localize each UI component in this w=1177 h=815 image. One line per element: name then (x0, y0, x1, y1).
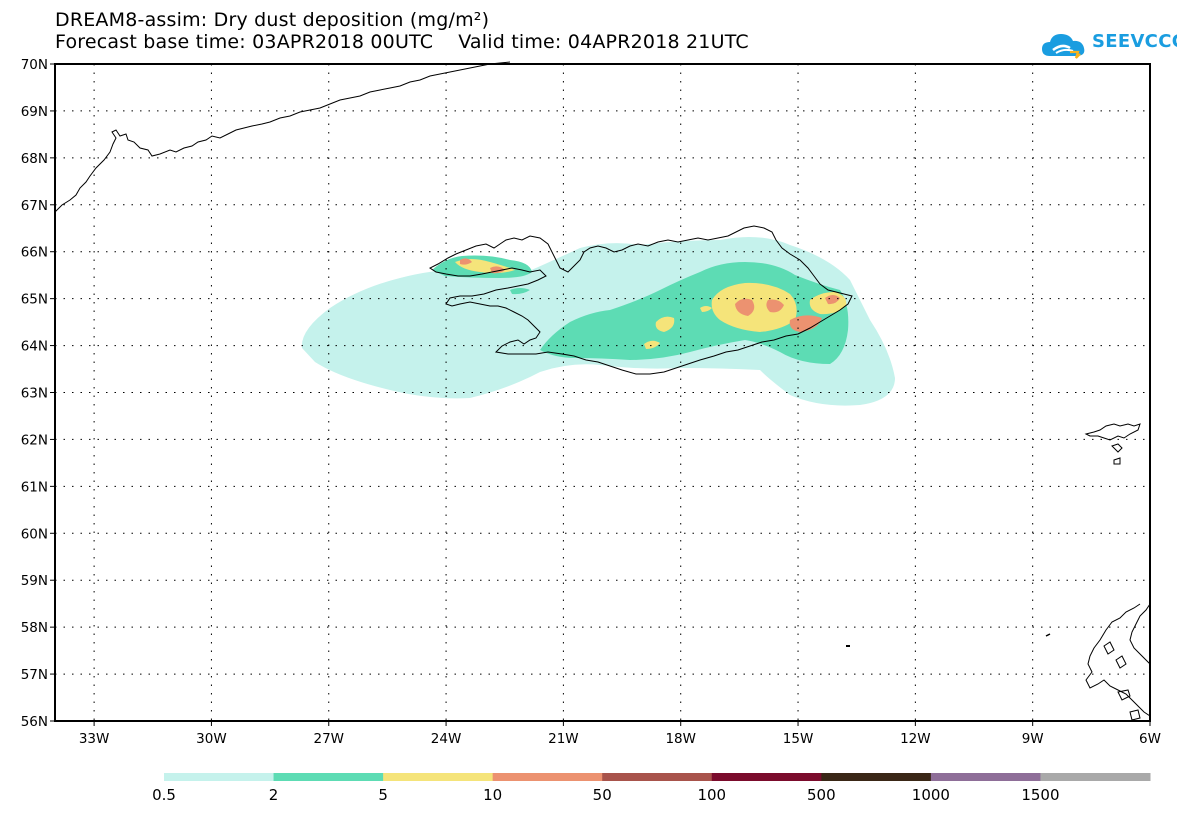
dust-fields (301, 236, 895, 406)
lat-label: 66N (21, 245, 48, 261)
map-frame (54, 63, 1151, 722)
colorbar-label: 10 (483, 786, 502, 804)
lat-label: 67N (21, 198, 48, 214)
colorbar-swatch (930, 773, 1041, 781)
small-island (1045, 633, 1051, 637)
lon-label: 15W (783, 731, 814, 747)
lon-label: 12W (900, 731, 931, 747)
colorbar: 0.5 2 5 10 50 100 500 1000 1500 (152, 773, 1151, 804)
dust-contour-10b (766, 299, 784, 313)
colorbar-label: 5 (378, 786, 388, 804)
lon-label: 24W (431, 731, 462, 747)
colorbar-label: 500 (807, 786, 836, 804)
lat-label: 65N (21, 292, 48, 308)
lat-label: 56N (21, 714, 48, 730)
lat-label: 68N (21, 151, 48, 167)
colorbar-label: 2 (269, 786, 279, 804)
lat-label: 57N (21, 667, 48, 683)
lat-label: 60N (21, 526, 48, 542)
colorbar-swatch (602, 773, 713, 781)
lat-label: 61N (21, 479, 48, 495)
cloud-logo-icon (1042, 34, 1085, 59)
dust-contour-10d (825, 295, 840, 305)
colorbar-swatch (711, 773, 822, 781)
valid-time: Valid time: 04APR2018 21UTC (458, 31, 749, 53)
colorbar-swatch (492, 773, 603, 781)
dust-contour-10f (460, 258, 472, 265)
faroe-coastline (1084, 423, 1141, 465)
axis-labels: 70N 69N 68N 67N 66N 65N 64N 63N 62N 61N 60N 59N 58N 5… (21, 57, 1161, 747)
lat-label: 63N (21, 386, 48, 402)
lon-label: 6W (1139, 731, 1161, 747)
forecast-base-time: Forecast base time: 03APR2018 00UTC (55, 31, 434, 53)
coastlines (54, 61, 1151, 721)
lat-label: 59N (21, 573, 48, 589)
lat-label: 69N (21, 104, 48, 120)
lon-label: 30W (196, 731, 227, 747)
lon-label: 27W (313, 731, 344, 747)
graticule (55, 64, 1150, 721)
colorbar-label: 1000 (912, 786, 950, 804)
lat-label: 70N (21, 57, 48, 73)
dust-contour-10 (735, 298, 755, 316)
colorbar-label: 0.5 (152, 786, 176, 804)
lon-label: 33W (79, 731, 110, 747)
colorbar-swatch (821, 773, 932, 781)
lat-label: 62N (21, 432, 48, 448)
scotland-coastline (1085, 603, 1151, 721)
greenland-coastline (54, 61, 511, 213)
lat-label: 58N (21, 620, 48, 636)
map-subtitle: Forecast base time: 03APR2018 00UTC Vali… (55, 32, 749, 52)
colorbar-label: 100 (697, 786, 726, 804)
colorbar-swatch (273, 773, 384, 781)
lon-label: 9W (1022, 731, 1044, 747)
dust-contour-2c (510, 288, 530, 295)
lat-label: 64N (21, 339, 48, 355)
iceland-coastline (429, 225, 853, 375)
colorbar-swatch (1040, 773, 1151, 781)
map-title: DREAM8-assim: Dry dust deposition (mg/m²… (55, 9, 490, 31)
colorbar-label: 1500 (1021, 786, 1059, 804)
colorbar-swatch (164, 773, 275, 781)
logo-text: SEEVCCC (1092, 31, 1177, 52)
colorbar-swatch (383, 773, 494, 781)
colorbar-label: 50 (593, 786, 612, 804)
dust-contour-5c (655, 316, 675, 332)
lon-label: 18W (665, 731, 696, 747)
dust-contour-5f (700, 306, 712, 312)
dust-contour-5d (644, 340, 660, 349)
lon-label: 21W (548, 731, 579, 747)
